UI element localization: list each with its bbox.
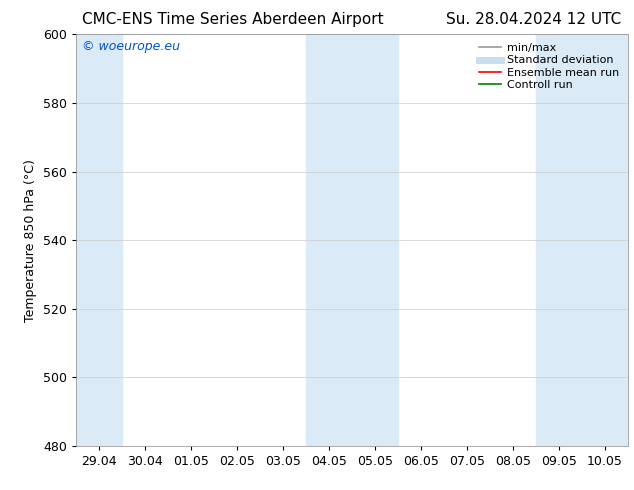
Bar [306, 34, 398, 446]
Text: CMC-ENS Time Series Aberdeen Airport: CMC-ENS Time Series Aberdeen Airport [82, 12, 384, 27]
Bar [76, 34, 122, 446]
Y-axis label: Temperature 850 hPa (°C): Temperature 850 hPa (°C) [25, 159, 37, 321]
Legend: min/max, Standard deviation, Ensemble mean run, Controll run: min/max, Standard deviation, Ensemble me… [476, 40, 622, 93]
Text: Su. 28.04.2024 12 UTC: Su. 28.04.2024 12 UTC [446, 12, 621, 27]
Bar [536, 34, 628, 446]
Text: © woeurope.eu: © woeurope.eu [82, 41, 179, 53]
